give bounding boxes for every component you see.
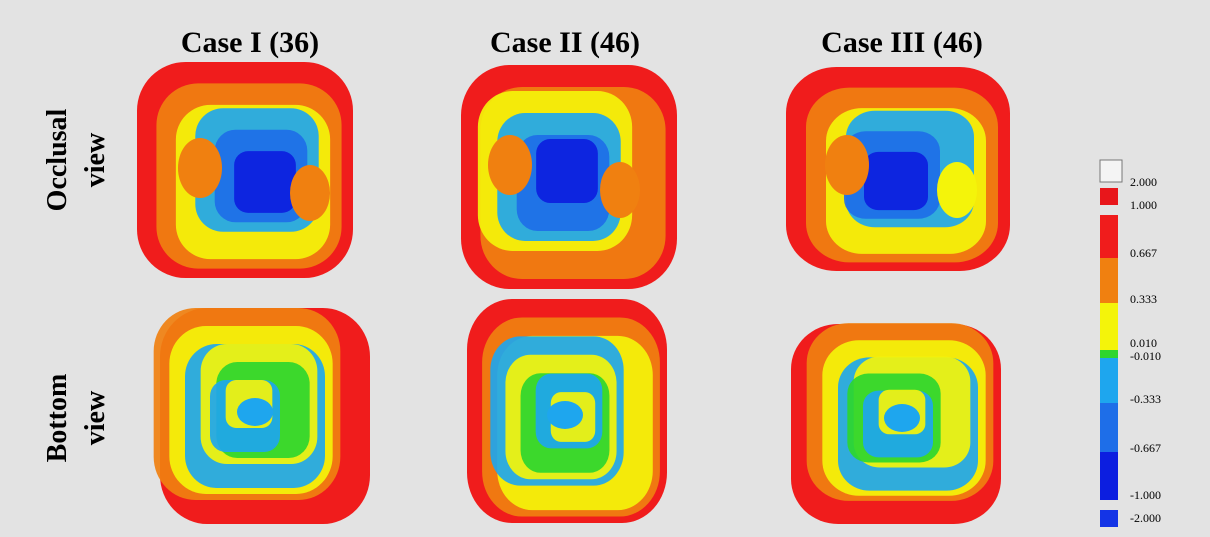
legend-label: 0.333 bbox=[1130, 292, 1157, 306]
column-title: Case I (36) bbox=[181, 26, 319, 59]
tooth-images bbox=[137, 62, 1010, 524]
tooth-region bbox=[600, 162, 640, 218]
tooth bbox=[461, 65, 677, 289]
legend-label: -0.010 bbox=[1130, 349, 1161, 363]
legend-label: 0.667 bbox=[1130, 246, 1157, 260]
color-legend bbox=[1099, 159, 1123, 527]
tooth-region bbox=[234, 151, 296, 213]
legend-label: -0.333 bbox=[1130, 392, 1161, 406]
tooth-region bbox=[825, 135, 869, 195]
tooth-region bbox=[884, 404, 920, 432]
legend-icon bbox=[1099, 159, 1123, 183]
tooth bbox=[137, 62, 353, 278]
tooth-region bbox=[488, 135, 532, 195]
tooth-region bbox=[937, 162, 977, 218]
column-title: Case II (46) bbox=[490, 26, 640, 59]
legend-band bbox=[1100, 303, 1118, 350]
legend-band bbox=[1100, 258, 1118, 303]
tooth-region bbox=[547, 401, 583, 429]
tooth-region bbox=[178, 138, 222, 198]
row-label: view bbox=[80, 390, 111, 445]
legend-labels: 2.000 1.000 0.667 0.333 0.010-0.010 -0.333 -0.… bbox=[1130, 175, 1161, 525]
legend-band bbox=[1100, 510, 1118, 527]
tooth bbox=[791, 323, 1001, 524]
tooth-region bbox=[290, 165, 330, 221]
legend-band bbox=[1100, 358, 1118, 403]
tooth bbox=[786, 67, 1010, 271]
legend-band bbox=[1100, 188, 1118, 205]
legend-label: 0.010 bbox=[1130, 336, 1157, 350]
legend-label: -2.000 bbox=[1130, 511, 1161, 525]
legend-band bbox=[1100, 350, 1118, 358]
legend-label: -1.000 bbox=[1130, 488, 1161, 502]
legend-label: 2.000 bbox=[1130, 175, 1157, 189]
legend-band bbox=[1100, 215, 1118, 258]
legend-band bbox=[1100, 403, 1118, 452]
tooth bbox=[153, 308, 370, 524]
column-title: Case III (46) bbox=[821, 26, 983, 59]
row-label: Occlusal bbox=[42, 108, 73, 211]
tooth-region bbox=[864, 151, 928, 211]
row-label: view bbox=[80, 132, 111, 187]
legend-label: -0.667 bbox=[1130, 441, 1161, 455]
tooth-region bbox=[536, 139, 598, 203]
row-label: Bottom bbox=[42, 374, 73, 463]
tooth-region bbox=[237, 398, 273, 426]
tooth bbox=[467, 299, 667, 523]
legend-band bbox=[1100, 452, 1118, 500]
legend-label: 1.000 bbox=[1130, 198, 1157, 212]
